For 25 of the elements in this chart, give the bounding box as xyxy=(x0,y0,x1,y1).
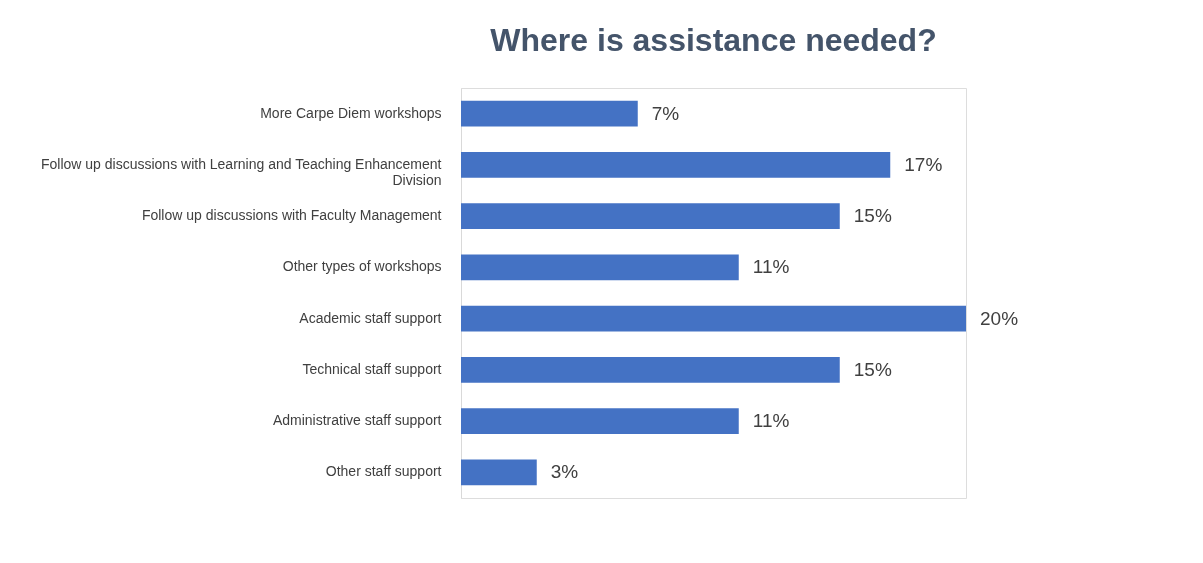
y-tick-label: Follow up discussions with Faculty Management xyxy=(141,207,442,224)
data-label: 3% xyxy=(550,461,579,483)
y-tick-label: Technical staff support xyxy=(302,360,442,377)
data-label: 11% xyxy=(752,410,790,432)
y-tick-label: Other types of workshops xyxy=(282,258,442,275)
data-label: 17% xyxy=(904,153,943,175)
bar xyxy=(461,408,739,434)
bar xyxy=(461,203,840,229)
y-tick-label: Follow up discussions with Learning and Teaching Enhancement Division xyxy=(40,155,442,188)
bar xyxy=(461,100,638,127)
y-tick-label: More Carpe Diem workshops xyxy=(260,104,442,121)
bar xyxy=(461,254,739,281)
data-label: 15% xyxy=(853,358,892,380)
data-label: 7% xyxy=(651,102,680,124)
bar xyxy=(461,305,966,332)
data-label: 20% xyxy=(980,307,1019,329)
y-tick-label: Academic staff support xyxy=(299,309,442,326)
y-tick-label: Administrative staff support xyxy=(272,412,442,429)
bar xyxy=(461,459,537,486)
bar xyxy=(461,152,891,178)
y-tick-label: Other staff support xyxy=(325,463,442,480)
bar xyxy=(461,357,840,383)
data-label: 11% xyxy=(752,256,790,278)
data-label: 15% xyxy=(853,205,892,227)
chart-title: Where is assistance needed? xyxy=(490,22,937,58)
